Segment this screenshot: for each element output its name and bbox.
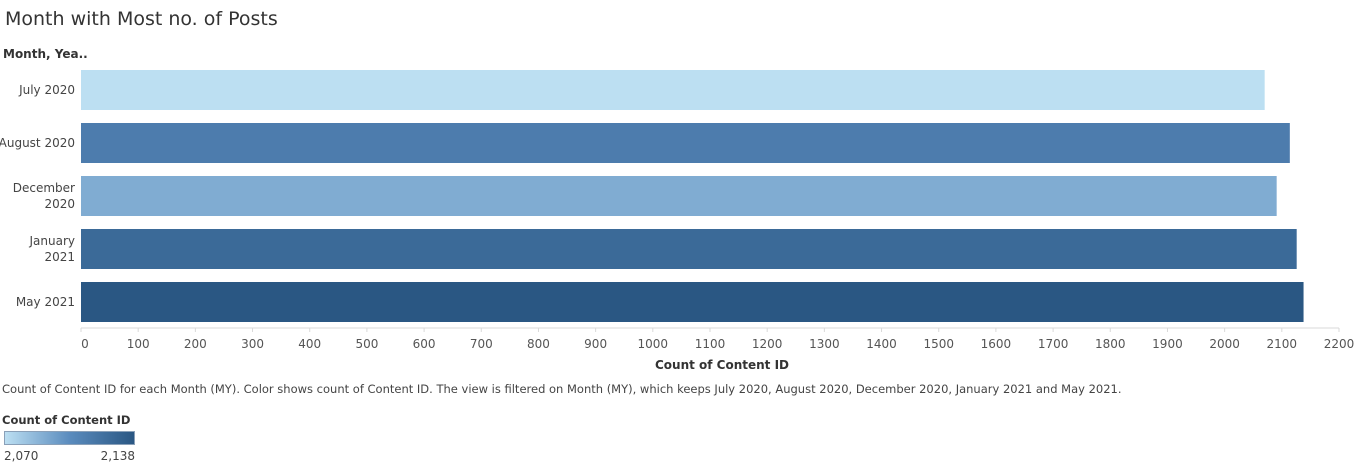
x-tick-label-15: 1500 [923,337,954,351]
bar-0 [81,70,1265,110]
x-tick-label-2: 200 [184,337,207,351]
x-tick-label-21: 2100 [1267,337,1298,351]
bar-4 [81,282,1304,322]
chart-caption: Count of Content ID for each Month (MY).… [2,382,1122,396]
x-tick-label-22: 2200 [1324,337,1355,351]
x-tick-label-12: 1200 [752,337,783,351]
category-label-2: December 2020 [13,181,75,211]
x-tick-label-6: 600 [413,337,436,351]
category-label-3: January 2021 [29,234,76,264]
color-legend-gradient [4,431,135,445]
legend-min-label: 2,070 [4,449,39,463]
x-tick-label-0: 0 [81,337,89,351]
x-tick-label-13: 1300 [809,337,840,351]
x-tick-label-20: 2000 [1209,337,1240,351]
x-tick-label-9: 900 [584,337,607,351]
x-tick-label-8: 800 [527,337,550,351]
row-axis-header: Month, Yea.. [3,47,88,61]
legend-title: Count of Content ID [2,413,131,427]
x-axis-title: Count of Content ID [655,358,789,372]
x-tick-label-1: 100 [127,337,150,351]
x-tick-label-19: 1900 [1152,337,1183,351]
bar-3 [81,229,1297,269]
bar-1 [81,123,1290,163]
x-tick-label-10: 1000 [638,337,669,351]
bar-2 [81,176,1277,216]
legend-max-label: 2,138 [100,449,135,463]
category-label-0: July 2020 [18,83,75,97]
bar-chart: July 2020 August 2020 December 2020 January 2… [0,70,1355,372]
x-tick-label-5: 500 [355,337,378,351]
category-label-1: August 2020 [0,136,75,150]
x-tick-label-17: 1700 [1038,337,1069,351]
x-tick-label-16: 1600 [981,337,1012,351]
x-tick-label-14: 1400 [866,337,897,351]
category-label-4: May 2021 [16,295,75,309]
x-tick-label-4: 400 [298,337,321,351]
chart-title: Month with Most no. of Posts [5,8,278,30]
x-tick-label-3: 300 [241,337,264,351]
x-tick-label-18: 1800 [1095,337,1126,351]
x-tick-label-7: 700 [470,337,493,351]
x-tick-label-11: 1100 [695,337,726,351]
